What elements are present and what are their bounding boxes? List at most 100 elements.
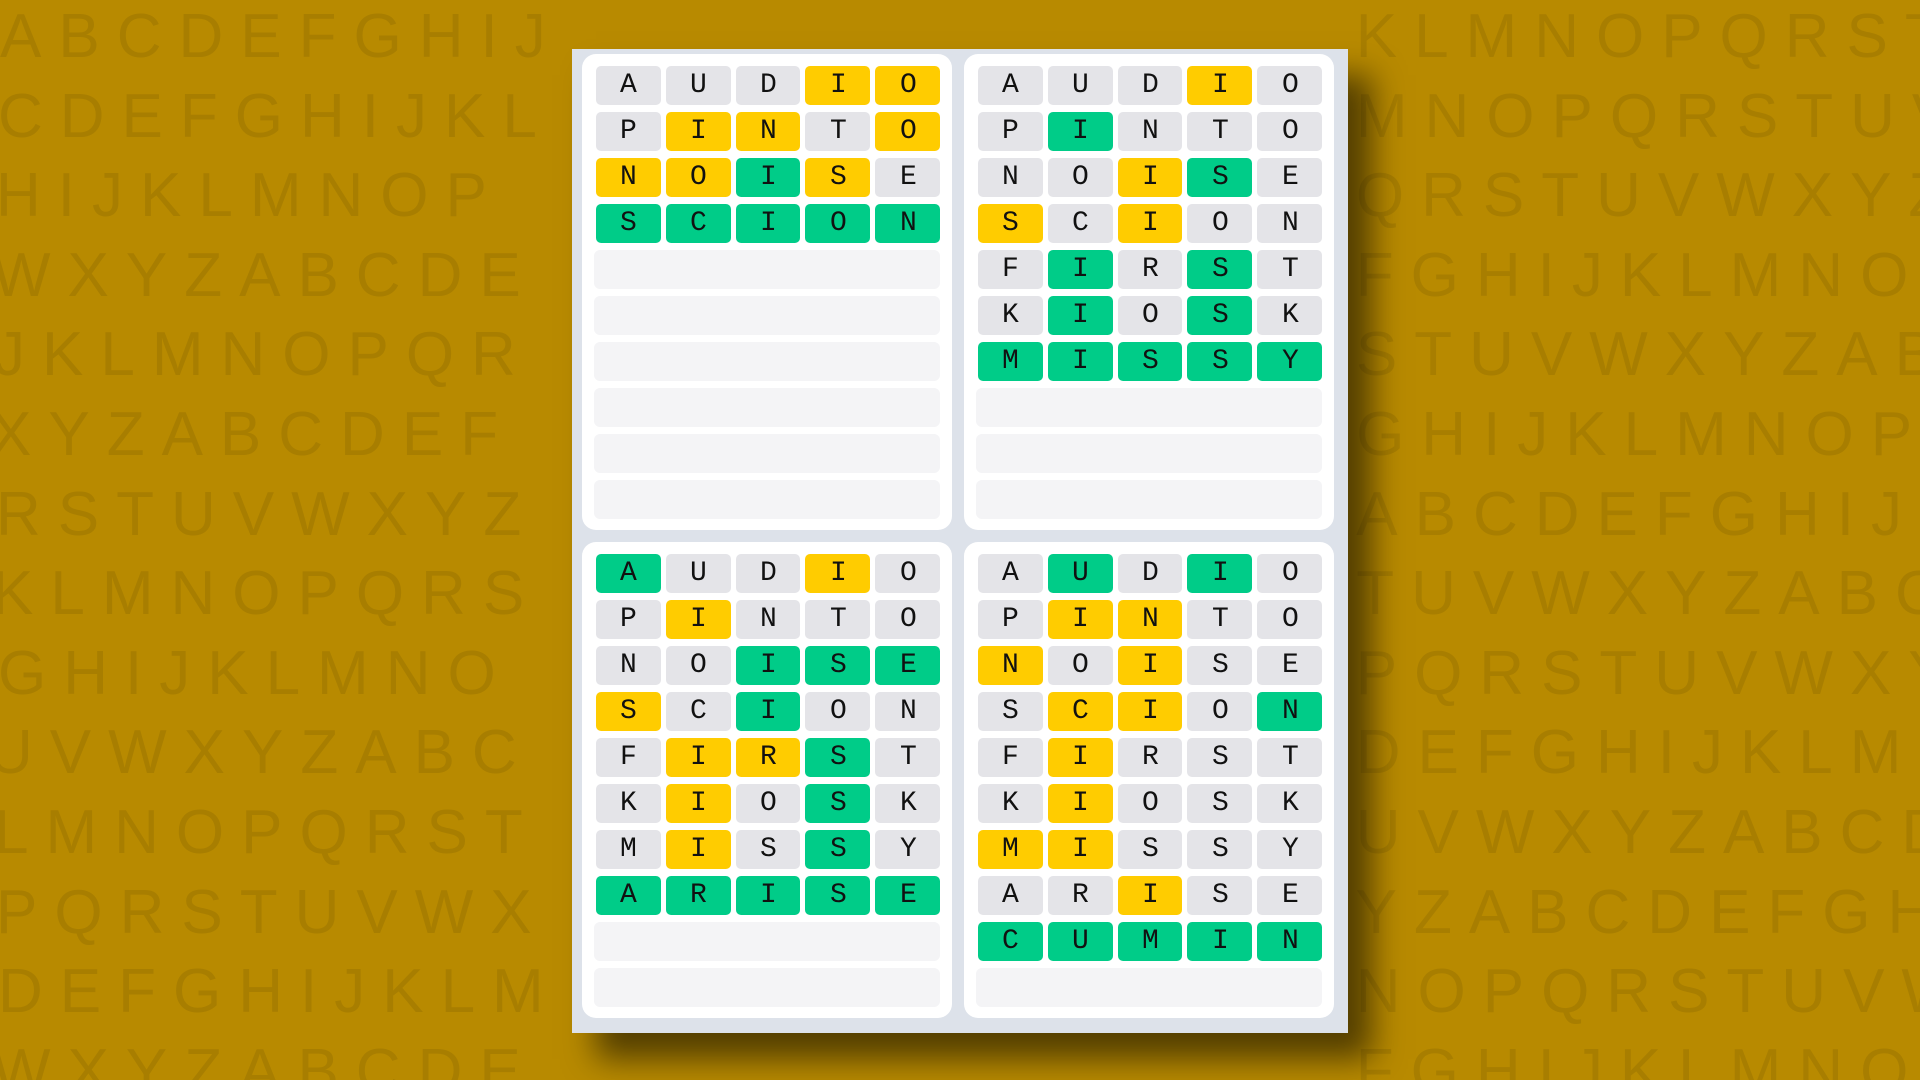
guess-row: AUDIO <box>978 66 1322 105</box>
guess-word: NOISE <box>620 650 971 681</box>
guess-word: PINTO <box>620 604 971 635</box>
guess-row: MISSY <box>596 830 940 869</box>
tile-absent <box>875 554 940 593</box>
background-letters-left: LMNOPQRST <box>0 798 540 867</box>
background-letter-row: WXYZABCDEFGHIJKLMNOPQRSTUVWXYZABCD <box>0 1040 1920 1080</box>
background-letters-left: CDEFGHIJKL <box>0 81 554 151</box>
board-top-right: AUDIO PINTO NOISE SCION FIRST KIOSK MISSY <box>964 54 1334 530</box>
tile-absent <box>978 784 1043 823</box>
background-letters-left: XYZABCDEF <box>0 400 516 469</box>
tile-absent <box>1257 112 1322 151</box>
tile-absent <box>875 692 940 731</box>
tile-absent <box>1257 784 1322 823</box>
tile-correct <box>805 738 871 777</box>
tile-absent <box>978 250 1043 289</box>
guess-row: NOISE <box>978 158 1322 197</box>
background-letters-left: KLMNOPQRS <box>0 559 542 629</box>
tile-present <box>665 738 731 777</box>
tile-absent <box>1257 738 1322 777</box>
tile-correct <box>596 204 661 243</box>
tile-absent <box>1257 66 1322 105</box>
tile-correct <box>596 876 661 915</box>
background-letters-left: RSTUVWXYZ <box>0 479 539 549</box>
tile-correct <box>735 692 801 731</box>
tile-absent <box>596 66 661 105</box>
background-letters-left: ABCDEFGHIJ <box>0 2 563 71</box>
guess-word: ARISE <box>620 880 971 911</box>
tile-correct <box>1117 922 1183 961</box>
guess-word: MISSY <box>1002 834 1353 865</box>
tile-correct <box>1257 922 1322 961</box>
empty-row-bar <box>594 296 940 335</box>
empty-row <box>594 388 940 427</box>
tile-correct <box>596 554 661 593</box>
tile-correct <box>1047 922 1113 961</box>
guess-word: SCION <box>1002 208 1353 239</box>
guess-row: PINTO <box>978 112 1322 151</box>
empty-row <box>976 968 1322 1007</box>
tile-absent <box>978 692 1043 731</box>
guess-word: NOISE <box>1002 650 1353 681</box>
empty-row-bar <box>976 968 1322 1007</box>
guess-row: PINTO <box>596 600 940 639</box>
empty-row-bar <box>976 434 1322 473</box>
tile-present <box>1187 66 1253 105</box>
tile-absent <box>875 158 940 197</box>
background-letter-row: XYZABCDEFGHIJKLMNOPQRSTUVWXYZABCDE <box>0 404 1920 466</box>
tile-absent <box>1257 600 1322 639</box>
tile-absent <box>735 830 801 869</box>
guess-word: ARISE <box>1002 880 1353 911</box>
tile-absent <box>1257 876 1322 915</box>
tile-correct <box>1187 250 1253 289</box>
tile-present <box>1117 876 1183 915</box>
tile-absent <box>978 554 1043 593</box>
tile-correct <box>665 876 731 915</box>
guess-row: FIRST <box>978 738 1322 777</box>
background-letters-left: GHIJKLMNO <box>0 638 513 708</box>
empty-row <box>594 968 940 1007</box>
tile-present <box>1117 204 1183 243</box>
guess-row: FIRST <box>978 250 1322 289</box>
guess-word: MISSY <box>620 834 971 865</box>
tile-correct <box>1047 554 1113 593</box>
tile-absent <box>596 738 661 777</box>
tile-absent <box>1187 784 1253 823</box>
background-letters-left: PQRSTUVWX <box>0 877 549 947</box>
tile-absent <box>596 600 661 639</box>
guess-word: KIOSK <box>620 788 971 819</box>
empty-row <box>594 296 940 335</box>
guess-row: ARISE <box>978 876 1322 915</box>
tile-correct <box>665 204 731 243</box>
guess-word: FIRST <box>620 742 971 773</box>
tile-absent <box>1257 554 1322 593</box>
guess-row: KIOSK <box>596 784 940 823</box>
tile-present <box>665 112 731 151</box>
tile-absent <box>875 600 940 639</box>
tile-present <box>1117 158 1183 197</box>
guess-word: AUDIO <box>1002 70 1353 101</box>
tile-absent <box>596 112 661 151</box>
background-letters-left: DEFGHIJKLM <box>0 957 561 1027</box>
empty-row <box>594 342 940 381</box>
tile-present <box>665 784 731 823</box>
guess-word: PINTO <box>620 116 971 147</box>
guess-row: MISSY <box>978 830 1322 869</box>
tile-absent <box>1117 784 1183 823</box>
background-letter-row: LMNOPQRSTUVWXYZABCDEFGHIJKLMNOPQRS <box>0 802 1920 864</box>
background-letter-row: CDEFGHIJKLMNOPQRSTUVWXYZABCDEFGHIJ <box>0 85 1920 148</box>
guess-word: KIOSK <box>1002 300 1353 331</box>
empty-row <box>976 388 1322 427</box>
tile-correct <box>805 830 871 869</box>
tile-correct <box>1117 342 1183 381</box>
guess-word: FIRST <box>1002 254 1353 285</box>
tile-correct <box>735 646 801 685</box>
tile-absent <box>1257 204 1322 243</box>
tile-present <box>1117 646 1183 685</box>
tile-correct <box>1047 342 1113 381</box>
